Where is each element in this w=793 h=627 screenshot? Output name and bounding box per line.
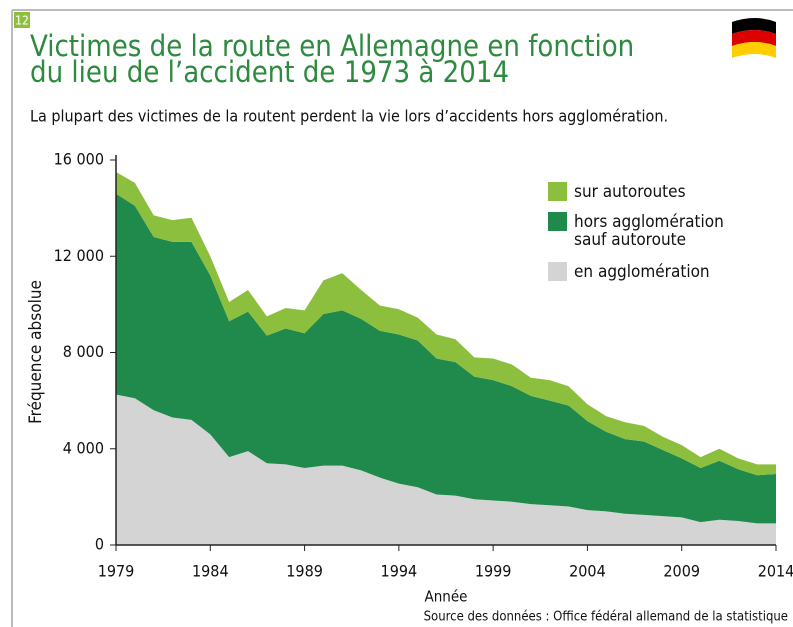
y-tick-label: 16 000 — [54, 150, 104, 169]
title-line: du lieu de l’accident de 1973 à 2014 — [30, 55, 510, 89]
y-axis-label: Fréquence absolue — [26, 280, 46, 424]
x-tick-label: 1994 — [381, 562, 418, 581]
x-tick-label: 1989 — [286, 562, 323, 581]
legend-swatch — [548, 212, 567, 231]
x-tick-label: 2014 — [758, 562, 793, 581]
legend-label: hors agglomération sauf autoroute — [574, 212, 724, 250]
x-tick-label: 1999 — [475, 562, 512, 581]
y-tick-label: 12 000 — [54, 246, 104, 265]
title-line: Victimes de la route en Allemagne en fon… — [30, 29, 635, 63]
legend-swatch — [548, 262, 567, 281]
area — [116, 193, 776, 524]
legend-label: sur autoroutes — [574, 182, 686, 202]
y-tick-label: 0 — [95, 535, 104, 554]
flag — [732, 18, 776, 58]
x-tick-label: 1979 — [98, 562, 135, 581]
subtitle: La plupart des victimes de la routent pe… — [30, 107, 668, 126]
x-tick-label: 2004 — [569, 562, 606, 581]
legend-swatch — [548, 182, 567, 201]
x-tick-label: 1984 — [192, 562, 229, 581]
area — [116, 394, 776, 545]
y-tick-label: 4 000 — [63, 438, 104, 457]
x-tick-label: 2009 — [663, 562, 700, 581]
source: Source des données : Office fédéral alle… — [424, 610, 788, 625]
y-tick-label: 8 000 — [63, 342, 104, 361]
legend-label: en agglomération — [574, 262, 710, 282]
badge: 12 — [15, 14, 29, 28]
badge-bg — [14, 12, 30, 28]
x-axis-label: Année — [425, 588, 468, 606]
